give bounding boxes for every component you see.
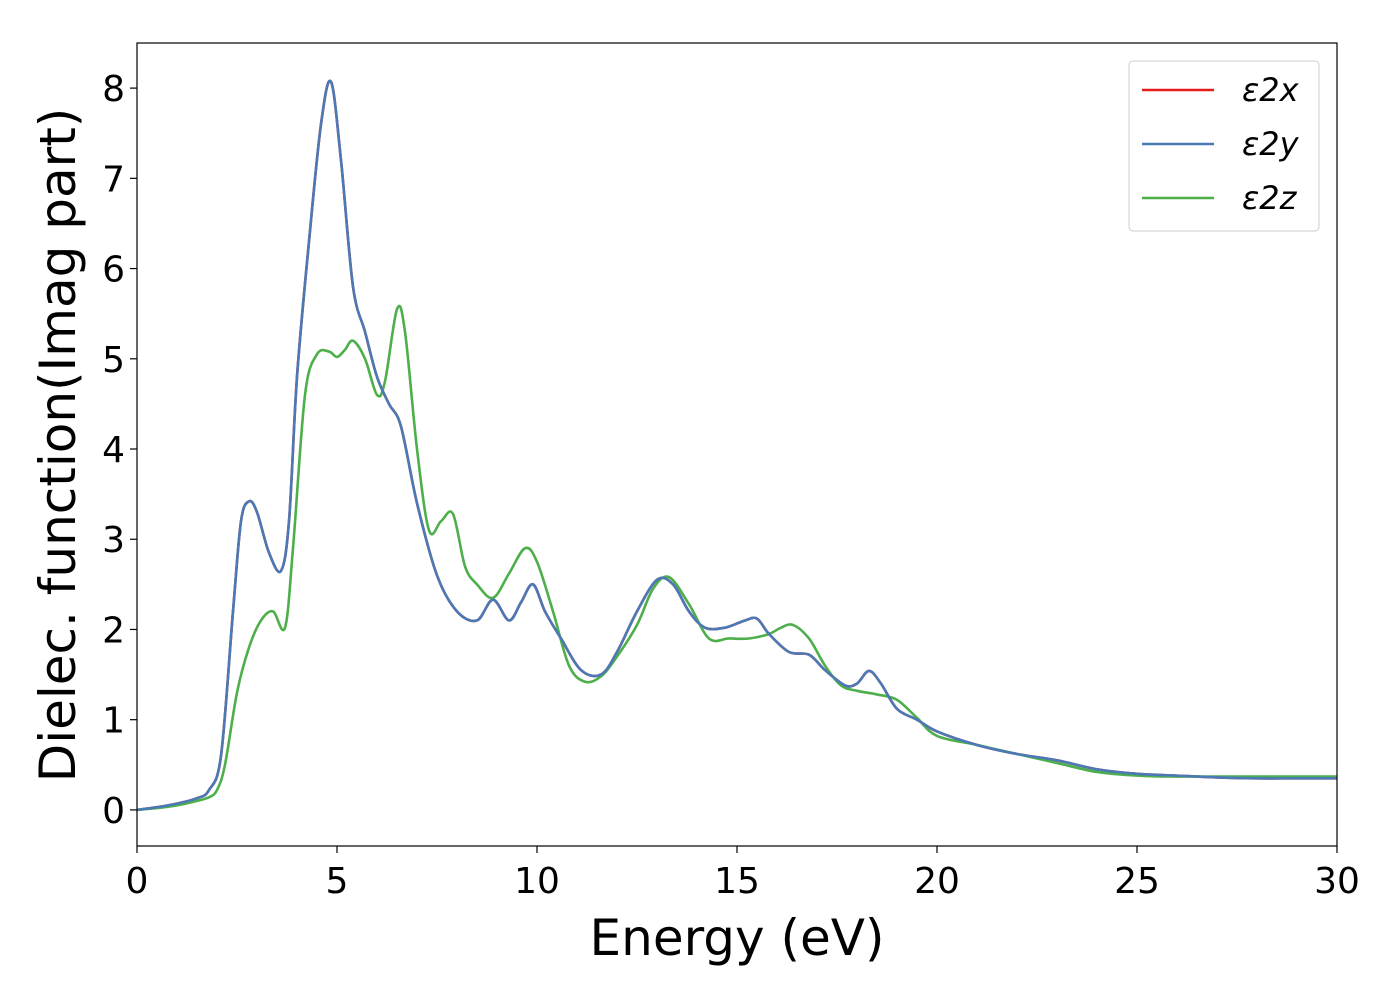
series-line-2 <box>137 79 1337 812</box>
y-axis-title: Dielec. function(Imag part) <box>29 108 87 783</box>
x-tick-label: 25 <box>1114 861 1160 902</box>
y-axis: 0 1 2 3 4 5 6 7 8 <box>102 69 137 832</box>
y-tick-label: 5 <box>102 340 125 381</box>
x-axis-title: Energy (eV) <box>590 909 885 967</box>
y-tick-label: 7 <box>102 159 125 200</box>
legend-box <box>1128 60 1320 232</box>
y-tick-label: 8 <box>102 69 125 110</box>
y-tick-label: 2 <box>102 610 125 651</box>
x-tick-label: 15 <box>714 861 760 902</box>
x-axis: 0 5 10 15 20 25 30 <box>126 846 1360 902</box>
y-tick-label: 3 <box>102 520 125 561</box>
legend-label-2: ε2y <box>1242 125 1300 163</box>
x-tick-label: 0 <box>126 861 149 902</box>
legend-label-3: ε2z <box>1242 179 1298 217</box>
y-tick-label: 1 <box>102 701 125 742</box>
y-tick-label: 4 <box>102 430 125 471</box>
x-tick-label: 5 <box>326 861 349 902</box>
y-tick-label: 0 <box>102 791 125 832</box>
series-line-3 <box>137 304 1337 812</box>
legend-label-1: ε2x <box>1242 71 1300 109</box>
x-tick-label: 20 <box>914 861 960 902</box>
legend: ε2x ε2y ε2z <box>1128 60 1320 232</box>
y-tick-label: 6 <box>102 250 125 291</box>
x-tick-label: 10 <box>514 861 560 902</box>
x-tick-label: 30 <box>1314 861 1360 902</box>
series-layer <box>137 79 1337 812</box>
